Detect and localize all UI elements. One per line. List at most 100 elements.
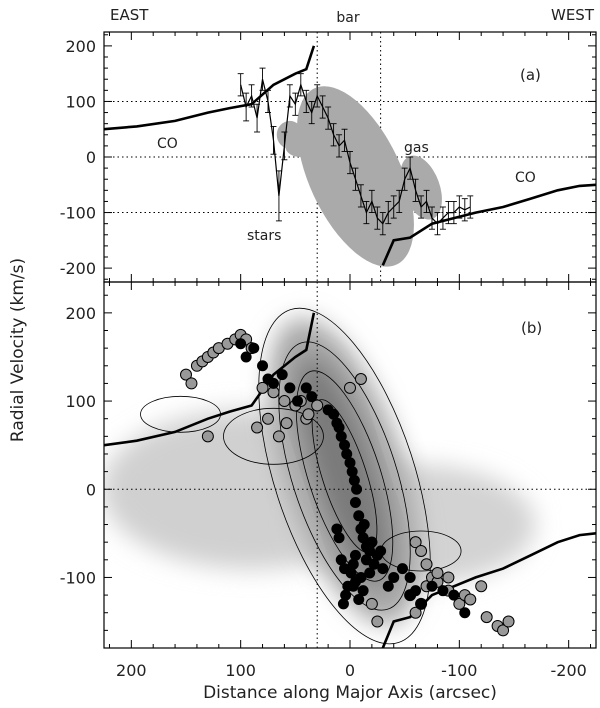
black-point bbox=[248, 342, 260, 354]
gray-point bbox=[431, 567, 444, 580]
black-point bbox=[337, 598, 349, 610]
y-tick-label: 200 bbox=[65, 37, 96, 56]
x-tick-label: -100 bbox=[441, 661, 477, 680]
panel-b-plot bbox=[104, 282, 596, 648]
black-point bbox=[300, 382, 312, 394]
y-tick-label: 0 bbox=[86, 480, 96, 499]
black-point bbox=[351, 483, 363, 495]
gray-point bbox=[272, 430, 285, 443]
black-point bbox=[235, 338, 247, 350]
black-point bbox=[353, 510, 365, 522]
black-point bbox=[396, 563, 408, 575]
black-point bbox=[331, 523, 343, 535]
black-point bbox=[448, 589, 460, 601]
x-tick-label: 200 bbox=[116, 661, 147, 680]
contour-0 bbox=[258, 307, 431, 645]
gray-point bbox=[371, 615, 384, 628]
gray-point bbox=[453, 597, 466, 610]
gray-point bbox=[464, 593, 477, 606]
stars-label: stars bbox=[247, 228, 281, 244]
gray-point bbox=[251, 421, 264, 434]
y-tick-label: 0 bbox=[86, 148, 96, 167]
x-tick-label: 100 bbox=[225, 661, 256, 680]
black-point bbox=[426, 580, 438, 592]
contour-2 bbox=[295, 370, 394, 582]
black-point bbox=[375, 545, 387, 557]
gray-point bbox=[409, 606, 422, 619]
black-point bbox=[459, 607, 471, 619]
east-label: EAST bbox=[110, 6, 149, 24]
west-label: WEST bbox=[551, 6, 595, 24]
black-point bbox=[353, 593, 365, 605]
panel-a-label: (a) bbox=[520, 66, 541, 84]
gray-point bbox=[475, 580, 488, 593]
intensity-peak bbox=[297, 357, 392, 587]
panel-b-intensity-map bbox=[104, 318, 536, 625]
black-point bbox=[292, 395, 304, 407]
black-point bbox=[366, 536, 378, 548]
gray-point bbox=[415, 544, 428, 557]
co-line-1 bbox=[381, 183, 596, 266]
gray-point bbox=[262, 412, 274, 425]
gray-point bbox=[180, 368, 192, 381]
co-label-right: CO bbox=[515, 170, 536, 186]
black-point bbox=[335, 554, 347, 566]
axis-ticks: 200 100 0 -100 -200 200 100 0 -100 200 100 0 -100 -20… bbox=[60, 32, 596, 680]
gray-point bbox=[280, 417, 293, 430]
gray-point bbox=[502, 615, 515, 628]
y-tick-label: -200 bbox=[60, 259, 96, 278]
black-point bbox=[404, 571, 416, 583]
panel-b-label: (b) bbox=[521, 319, 542, 337]
gray-point bbox=[311, 399, 324, 412]
y-tick-label: 100 bbox=[65, 392, 96, 411]
y-tick-label: -100 bbox=[60, 568, 96, 587]
black-point bbox=[382, 580, 394, 592]
black-point bbox=[357, 585, 369, 597]
gray-point bbox=[409, 536, 422, 549]
black-point bbox=[388, 571, 400, 583]
gray-point bbox=[185, 377, 198, 390]
gray-point bbox=[497, 624, 510, 637]
gray-point bbox=[442, 571, 455, 584]
black-point bbox=[284, 382, 296, 394]
black-point bbox=[349, 496, 361, 508]
gray-point bbox=[354, 373, 367, 386]
black-point bbox=[257, 360, 269, 372]
gas-label: gas bbox=[404, 140, 429, 156]
bar-label: bar bbox=[336, 10, 359, 26]
y-axis-title: Radial Velocity (km/s) bbox=[8, 258, 28, 442]
black-point bbox=[364, 567, 376, 579]
black-point bbox=[306, 391, 318, 403]
black-point bbox=[368, 558, 380, 570]
gray-point bbox=[278, 395, 291, 408]
black-point bbox=[410, 585, 422, 597]
y-tick-label: 100 bbox=[65, 92, 96, 111]
co-label-left: CO bbox=[157, 136, 178, 152]
contour-1 bbox=[278, 341, 411, 611]
co-line-1 bbox=[381, 532, 596, 648]
y-tick-label: -100 bbox=[60, 204, 96, 223]
panel-a-plot bbox=[104, 32, 596, 282]
x-tick-label: -200 bbox=[551, 661, 587, 680]
black-point bbox=[358, 519, 370, 531]
gray-point bbox=[256, 381, 269, 394]
black-point bbox=[347, 580, 359, 592]
x-tick-label: 0 bbox=[345, 661, 355, 680]
gray-point bbox=[302, 408, 315, 421]
co-line-0 bbox=[104, 45, 316, 131]
gray-point bbox=[480, 611, 493, 624]
black-point bbox=[437, 585, 449, 597]
gray-point bbox=[420, 558, 433, 571]
gray-point bbox=[365, 597, 378, 610]
black-point bbox=[415, 598, 427, 610]
stars-line bbox=[240, 79, 471, 225]
gray-point bbox=[201, 430, 214, 443]
co-line-0 bbox=[104, 312, 316, 447]
gray-point bbox=[344, 381, 356, 394]
gas-ellipse-2 bbox=[285, 137, 317, 157]
black-point bbox=[240, 351, 252, 363]
black-point bbox=[267, 377, 279, 389]
black-point bbox=[276, 369, 288, 381]
x-axis-title: Distance along Major Axis (arcsec) bbox=[203, 683, 497, 703]
